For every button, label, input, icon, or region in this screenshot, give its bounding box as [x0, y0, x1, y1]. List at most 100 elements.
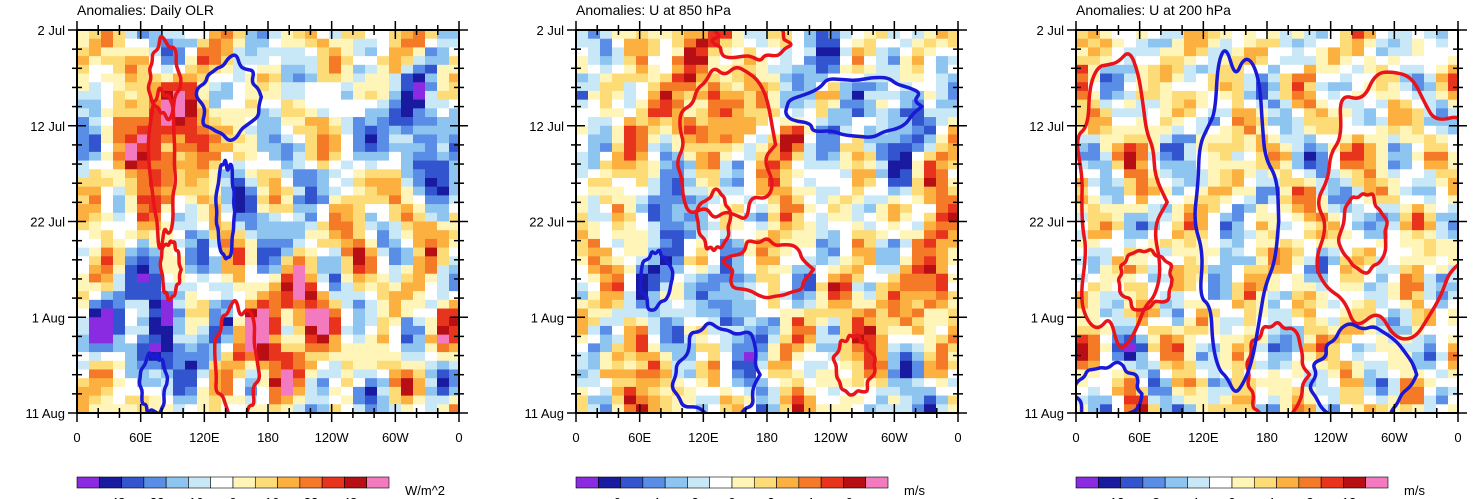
field-cell: [173, 134, 186, 144]
field-cell: [1340, 308, 1353, 318]
field-cell: [1400, 299, 1413, 310]
field-cell: [305, 212, 318, 222]
colorbar-tick-label: 4: [1267, 495, 1274, 499]
field-cell: [1364, 247, 1377, 257]
field-cell: [257, 334, 270, 344]
field-cell: [1376, 386, 1389, 397]
field-cell: [1196, 169, 1209, 179]
field-cell: [1436, 386, 1449, 397]
field-cell: [648, 38, 661, 48]
field-cell: [660, 273, 673, 283]
field-cell: [624, 99, 637, 109]
field-cell: [1196, 73, 1209, 83]
field-cell: [588, 143, 601, 153]
colorbar-tick-label: -4: [648, 495, 660, 499]
field-cell: [756, 317, 769, 327]
field-cell: [293, 143, 306, 153]
field-cell: [864, 134, 877, 144]
field-cell: [1316, 143, 1329, 153]
field-cell: [624, 360, 637, 370]
field-cell: [1400, 38, 1413, 48]
field-cell: [936, 160, 949, 170]
field-cell: [1160, 82, 1173, 92]
field-cell: [624, 117, 637, 127]
field-cell: [768, 378, 781, 388]
field-cell: [425, 186, 438, 196]
field-cell: [768, 56, 781, 66]
field-cell: [1256, 404, 1269, 413]
field-cell: [77, 108, 90, 118]
field-cell: [1268, 195, 1281, 205]
field-cell: [1136, 386, 1149, 397]
field-cell: [888, 343, 901, 353]
field-cell: [780, 117, 793, 127]
field-cell: [660, 238, 673, 249]
field-cell: [137, 238, 150, 249]
field-cell: [780, 151, 793, 162]
field-cell: [1196, 386, 1209, 397]
field-cell: [708, 73, 721, 83]
field-cell: [341, 378, 354, 388]
field-cell: [1376, 186, 1389, 196]
field-cell: [1208, 369, 1221, 379]
field-cell: [804, 151, 817, 162]
field-cell: [221, 378, 234, 388]
field-cell: [185, 247, 198, 257]
field-cell: [1232, 273, 1245, 283]
field-cell: [125, 90, 138, 101]
field-cell: [1148, 143, 1161, 153]
field-cell: [1124, 360, 1137, 370]
field-cell: [876, 212, 889, 222]
field-cell: [1256, 186, 1269, 196]
field-cell: [221, 38, 234, 48]
field-cell: [1160, 169, 1173, 179]
field-cell: [672, 195, 685, 205]
field-cell: [1352, 177, 1365, 188]
field-cell: [113, 56, 126, 66]
field-cell: [780, 125, 793, 135]
field-cell: [293, 386, 306, 397]
field-cell: [612, 334, 625, 344]
field-cell: [1184, 177, 1197, 188]
field-cell: [612, 317, 625, 327]
field-cell: [329, 151, 342, 162]
field-cell: [281, 317, 294, 327]
field-cell: [221, 291, 234, 301]
field-cell: [1196, 82, 1209, 92]
field-cell: [1280, 360, 1293, 370]
field-cell: [1400, 143, 1413, 153]
field-cell: [636, 177, 649, 188]
field-cell: [1124, 195, 1137, 205]
field-cell: [684, 134, 697, 144]
field-cell: [1172, 273, 1185, 283]
field-cell: [1328, 204, 1341, 214]
field-cell: [413, 204, 426, 214]
field-cell: [1100, 73, 1113, 83]
field-cell: [840, 256, 853, 266]
field-cell: [828, 404, 841, 413]
field-cell: [1424, 90, 1437, 101]
field-cell: [1112, 134, 1125, 144]
field-cell: [1184, 273, 1197, 283]
field-cell: [648, 325, 661, 336]
field-cell: [1400, 212, 1413, 222]
field-cell: [1076, 352, 1089, 362]
field-cell: [245, 282, 258, 292]
field-cell: [624, 82, 637, 92]
field-cell: [1112, 360, 1125, 370]
field-cell: [1136, 186, 1149, 196]
field-cell: [101, 299, 114, 310]
field-cell: [816, 151, 829, 162]
field-cell: [804, 378, 817, 388]
field-cell: [672, 404, 685, 413]
field-cell: [413, 30, 426, 40]
field-cell: [389, 108, 402, 118]
field-cell: [1232, 404, 1245, 413]
field-cell: [281, 143, 294, 153]
field-cell: [576, 352, 589, 362]
field-cell: [449, 404, 459, 413]
field-cell: [804, 160, 817, 170]
field-cell: [137, 195, 150, 205]
field-cell: [780, 317, 793, 327]
field-cell: [1328, 64, 1341, 75]
